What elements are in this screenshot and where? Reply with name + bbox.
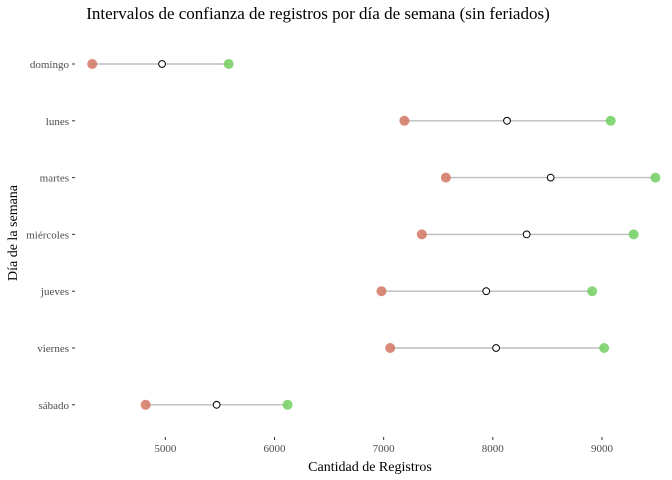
- point-estimate-viernes: [492, 344, 500, 352]
- point-estimate-jueves: [482, 287, 491, 296]
- y-tick-label-miercoles: miércoles: [26, 229, 69, 241]
- point-upper-domingo: [223, 59, 234, 69]
- point-estimate-domingo: [158, 60, 166, 68]
- x-axis: 5000 6000 7000 8000 9000: [154, 437, 613, 455]
- point-upper-viernes: [599, 343, 610, 353]
- chart-title: Intervalos de confianza de registros por…: [86, 4, 550, 23]
- y-tick-label-sabado: sábado: [38, 400, 69, 412]
- point-lower-viernes: [385, 343, 396, 353]
- x-tick-label-9000: 9000: [591, 443, 614, 455]
- plot-area: [87, 59, 661, 410]
- y-tick-label-viernes: viernes: [37, 343, 69, 355]
- y-tick-label-jueves: jueves: [40, 286, 69, 298]
- x-tick-label-5000: 5000: [154, 443, 177, 455]
- point-upper-miercoles: [628, 229, 639, 240]
- point-upper-martes: [650, 172, 661, 183]
- point-lower-miercoles: [416, 229, 427, 240]
- point-lower-domingo: [87, 59, 98, 69]
- point-estimate-martes: [546, 173, 555, 182]
- x-tick-label-7000: 7000: [373, 443, 396, 455]
- y-tick-label-lunes: lunes: [46, 116, 69, 128]
- point-estimate-sabado: [212, 400, 221, 409]
- point-upper-jueves: [587, 286, 598, 297]
- y-tick-label-domingo: domingo: [30, 59, 70, 71]
- y-axis: domingo lunes martes miércoles jueves viernes…: [26, 59, 75, 412]
- point-estimate-miercoles: [522, 230, 531, 239]
- point-lower-jueves: [376, 286, 387, 297]
- point-lower-lunes: [399, 115, 410, 126]
- y-tick-label-martes: martes: [40, 173, 69, 185]
- point-estimate-lunes: [503, 116, 511, 125]
- point-upper-sabado: [282, 399, 293, 410]
- x-axis-title: Cantidad de Registros: [308, 460, 432, 475]
- point-upper-lunes: [605, 115, 616, 126]
- x-tick-label-6000: 6000: [263, 443, 286, 455]
- y-axis-title: Día de la semana: [6, 184, 21, 281]
- point-lower-martes: [440, 172, 451, 183]
- point-lower-sabado: [140, 399, 151, 410]
- x-tick-label-8000: 8000: [482, 443, 505, 455]
